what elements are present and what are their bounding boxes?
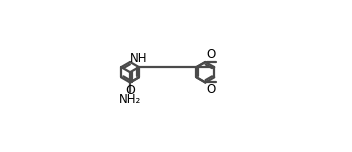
Text: NH: NH <box>130 52 147 65</box>
Text: O: O <box>206 83 215 96</box>
Text: O: O <box>125 84 135 97</box>
Text: O: O <box>206 48 215 61</box>
Text: NH₂: NH₂ <box>119 93 141 106</box>
